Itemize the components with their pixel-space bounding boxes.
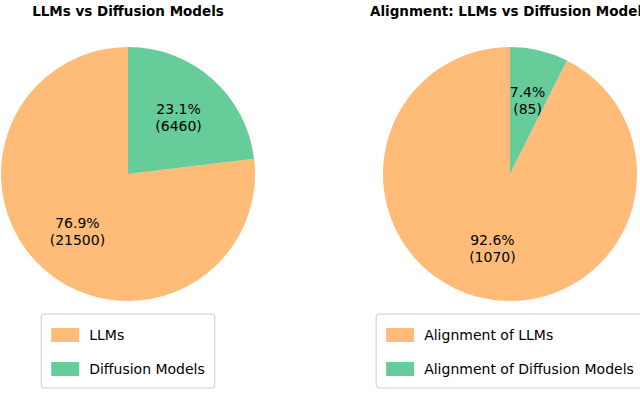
- percent-label: 7.4%: [510, 84, 546, 100]
- pie-slice: [1, 47, 255, 301]
- legend-label: Alignment of LLMs: [424, 327, 553, 343]
- pie-chart: LLMs vs Diffusion Models 76.9%(21500) 23.1…: [1, 3, 255, 388]
- count-label: (6460): [155, 118, 202, 134]
- chart-title: LLMs vs Diffusion Models: [32, 3, 224, 19]
- pie-slice: [383, 47, 637, 301]
- legend-frame: [376, 314, 640, 388]
- slices: [1, 47, 255, 301]
- count-label: (85): [513, 101, 542, 117]
- legend-label: Alignment of Diffusion Models: [424, 361, 634, 377]
- count-label: (1070): [469, 249, 516, 265]
- legend-frame: [41, 314, 215, 388]
- legend-swatch: [51, 328, 79, 342]
- legend: Alignment of LLMs Alignment of Diffusion …: [376, 314, 640, 388]
- legend-label: LLMs: [89, 327, 124, 343]
- percent-label: 92.6%: [470, 232, 514, 248]
- legend-label: Diffusion Models: [89, 361, 205, 377]
- legend-swatch: [386, 362, 414, 376]
- legend: LLMs Diffusion Models: [41, 314, 215, 388]
- pie-chart: Alignment: LLMs vs Diffusion Models 92.6%…: [370, 3, 640, 388]
- count-label: (21500): [50, 232, 105, 248]
- percent-label: 76.9%: [55, 215, 99, 231]
- slices: [383, 47, 637, 301]
- chart-canvas: LLMs vs Diffusion Models 76.9%(21500) 23.1…: [0, 0, 640, 393]
- pie-slice: [510, 47, 567, 174]
- legend-swatch: [386, 328, 414, 342]
- percent-label: 23.1%: [156, 101, 200, 117]
- legend-swatch: [51, 362, 79, 376]
- pie-slice: [128, 47, 254, 174]
- chart-title: Alignment: LLMs vs Diffusion Models: [370, 3, 640, 19]
